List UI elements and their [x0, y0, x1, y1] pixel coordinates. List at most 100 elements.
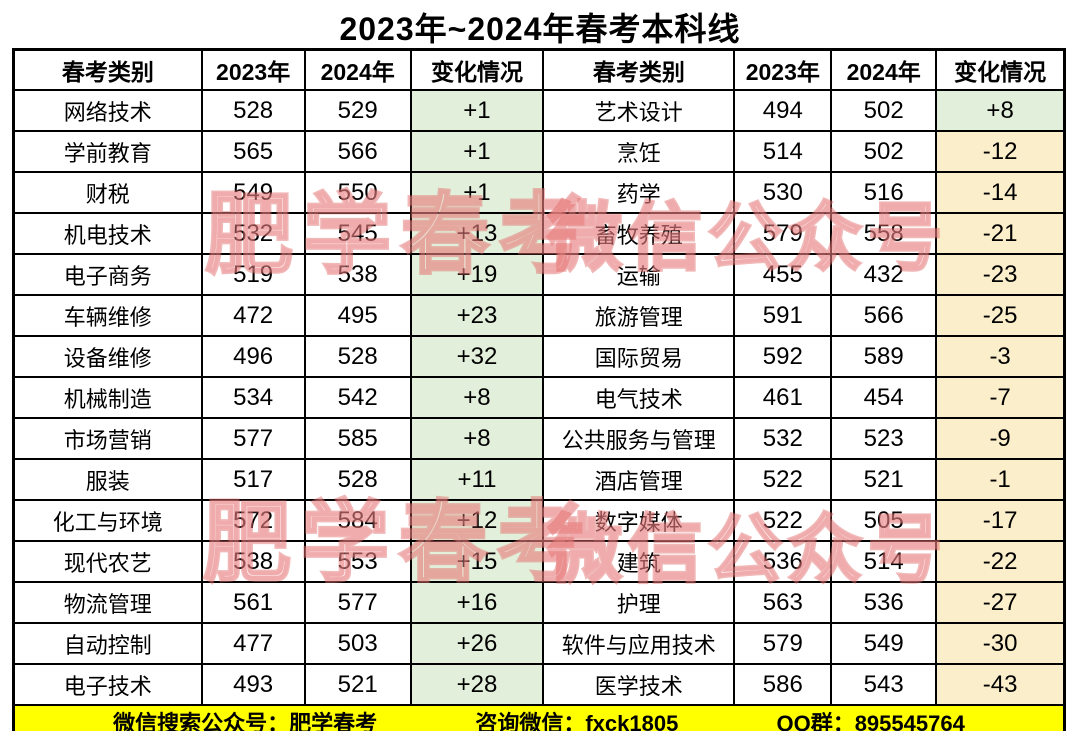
header-cell: 变化情况	[409, 48, 545, 91]
cell-2023: 519	[200, 253, 306, 296]
cell-2024: 514	[830, 540, 938, 583]
cell-2023: 455	[733, 253, 833, 296]
cell-change: -12	[935, 130, 1066, 173]
cell-2024: 502	[830, 89, 938, 132]
cell-2024: 503	[303, 622, 412, 665]
header-cell: 变化情况	[935, 48, 1066, 91]
cell-change: +8	[935, 89, 1066, 132]
cell-category: 医学技术	[542, 663, 736, 706]
cell-2023: 477	[200, 622, 306, 665]
cell-category: 建筑	[542, 540, 736, 583]
cell-change: -25	[935, 294, 1066, 337]
cell-2023: 579	[733, 622, 833, 665]
cell-2024: 538	[303, 253, 412, 296]
cell-2024: 523	[830, 417, 938, 460]
cell-2024: 529	[303, 89, 412, 132]
cell-change: +19	[409, 253, 545, 296]
cell-category: 酒店管理	[542, 458, 736, 501]
cell-2023: 538	[200, 540, 306, 583]
cell-2023: 461	[733, 376, 833, 419]
cell-category: 烹饪	[542, 130, 736, 173]
cell-2023: 522	[733, 499, 833, 542]
cell-category: 服装	[12, 458, 203, 501]
cell-2023: 577	[200, 417, 306, 460]
footer-wechat-search: 微信搜索公众号：肥学春考	[113, 711, 378, 731]
cell-change: -17	[935, 499, 1066, 542]
cell-change: -21	[935, 212, 1066, 255]
table-row: 现代农艺 538 553 +15 建筑 536 514 -22	[12, 540, 1066, 583]
cell-category: 公共服务与管理	[542, 417, 736, 460]
cell-change: +16	[409, 581, 545, 624]
header-cell: 2024年	[303, 48, 412, 91]
cell-2023: 586	[733, 663, 833, 706]
cell-category: 护理	[542, 581, 736, 624]
cell-2023: 532	[200, 212, 306, 255]
table-row: 网络技术 528 529 +1 艺术设计 494 502 +8	[12, 89, 1066, 132]
cell-2023: 561	[200, 581, 306, 624]
cell-change: +11	[409, 458, 545, 501]
cell-category: 电子技术	[12, 663, 203, 706]
cell-2023: 528	[200, 89, 306, 132]
cell-2023: 493	[200, 663, 306, 706]
cell-change: +13	[409, 212, 545, 255]
header-cell: 春考类别	[542, 48, 736, 91]
footer-consult-wechat: 咨询微信：fxck1805	[475, 711, 679, 731]
table-row: 机械制造 534 542 +8 电气技术 461 454 -7	[12, 376, 1066, 419]
cell-category: 市场营销	[12, 417, 203, 460]
cell-2023: 572	[200, 499, 306, 542]
footer-qq-group: QQ群：895545764	[776, 711, 965, 731]
cell-2023: 517	[200, 458, 306, 501]
cell-category: 网络技术	[12, 89, 203, 132]
table-row: 车辆维修 472 495 +23 旅游管理 591 566 -25	[12, 294, 1066, 337]
table-row: 物流管理 561 577 +16 护理 563 536 -27	[12, 581, 1066, 624]
cell-2023: 496	[200, 335, 306, 378]
cell-2024: 516	[830, 171, 938, 214]
cell-2024: 505	[830, 499, 938, 542]
header-cell: 2023年	[733, 48, 833, 91]
cell-2023: 563	[733, 581, 833, 624]
cell-category: 艺术设计	[542, 89, 736, 132]
cell-change: +12	[409, 499, 545, 542]
cell-2024: 550	[303, 171, 412, 214]
table-row: 机电技术 532 545 +13 畜牧养殖 579 558 -21	[12, 212, 1066, 255]
cell-category: 财税	[12, 171, 203, 214]
cell-category: 自动控制	[12, 622, 203, 665]
cell-2024: 549	[830, 622, 938, 665]
cell-category: 化工与环境	[12, 499, 203, 542]
cell-2024: 566	[303, 130, 412, 173]
table-row: 财税 549 550 +1 药学 530 516 -14	[12, 171, 1066, 214]
cell-2024: 521	[303, 663, 412, 706]
cell-category: 运输	[542, 253, 736, 296]
table-row: 学前教育 565 566 +1 烹饪 514 502 -12	[12, 130, 1066, 173]
cell-change: +23	[409, 294, 545, 337]
cell-2024: 553	[303, 540, 412, 583]
cell-category: 畜牧养殖	[542, 212, 736, 255]
cell-2024: 502	[830, 130, 938, 173]
cell-change: +15	[409, 540, 545, 583]
cell-2024: 528	[303, 335, 412, 378]
cell-2024: 566	[830, 294, 938, 337]
page-title: 2023年~2024年春考本科线	[339, 11, 741, 47]
cell-category: 电子商务	[12, 253, 203, 296]
cell-category: 车辆维修	[12, 294, 203, 337]
header-cell: 春考类别	[12, 48, 203, 91]
cell-2023: 579	[733, 212, 833, 255]
cell-2024: 589	[830, 335, 938, 378]
cell-category: 国际贸易	[542, 335, 736, 378]
cell-2023: 472	[200, 294, 306, 337]
cell-2024: 558	[830, 212, 938, 255]
cell-2023: 522	[733, 458, 833, 501]
cell-change: +8	[409, 417, 545, 460]
cell-2023: 530	[733, 171, 833, 214]
footer-row: 微信搜索公众号：肥学春考 咨询微信：fxck1805 QQ群：895545764	[12, 704, 1066, 731]
cell-category: 电气技术	[542, 376, 736, 419]
table-row: 电子商务 519 538 +19 运输 455 432 -23	[12, 253, 1066, 296]
cell-2023: 591	[733, 294, 833, 337]
table-row: 化工与环境 572 584 +12 数字媒体 522 505 -17	[12, 499, 1066, 542]
cell-2024: 584	[303, 499, 412, 542]
cell-change: -27	[935, 581, 1066, 624]
cell-2024: 536	[830, 581, 938, 624]
cell-category: 学前教育	[12, 130, 203, 173]
table-body: 网络技术 528 529 +1 艺术设计 494 502 +8 学前教育 565 566 +1 烹饪 51…	[12, 89, 1066, 706]
table-row: 服装 517 528 +11 酒店管理 522 521 -1	[12, 458, 1066, 501]
